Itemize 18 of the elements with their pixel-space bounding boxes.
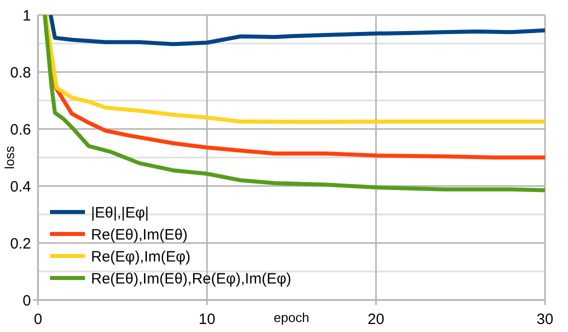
x-tick-label: 10: [198, 311, 216, 328]
y-tick-label: 0.4: [10, 178, 31, 196]
x-tick-label: 30: [536, 311, 554, 328]
line-series: [42, 15, 545, 192]
y-tick-label: 1: [22, 7, 31, 24]
y-tick-label: 0: [22, 292, 31, 310]
legend-label: |Eθ|,|Eφ|: [91, 204, 149, 222]
line-series: [48, 15, 545, 46]
y-tick-label: 0.8: [10, 64, 31, 82]
x-axis-title: epoch: [274, 310, 310, 325]
legend-label: Re(Eφ),Im(Eφ): [91, 248, 190, 266]
y-tick-label: 0.2: [10, 235, 31, 252]
x-tick-label: 0: [34, 311, 42, 328]
legend-label: Re(Eθ),Im(Eθ): [91, 226, 188, 244]
y-axis-title: loss: [2, 145, 17, 170]
legend-label: Re(Eθ),Im(Eθ),Re(Eφ),Im(Eφ): [91, 270, 292, 288]
x-tick-label: 20: [368, 311, 384, 328]
y-tick-label: 0.6: [10, 121, 31, 138]
